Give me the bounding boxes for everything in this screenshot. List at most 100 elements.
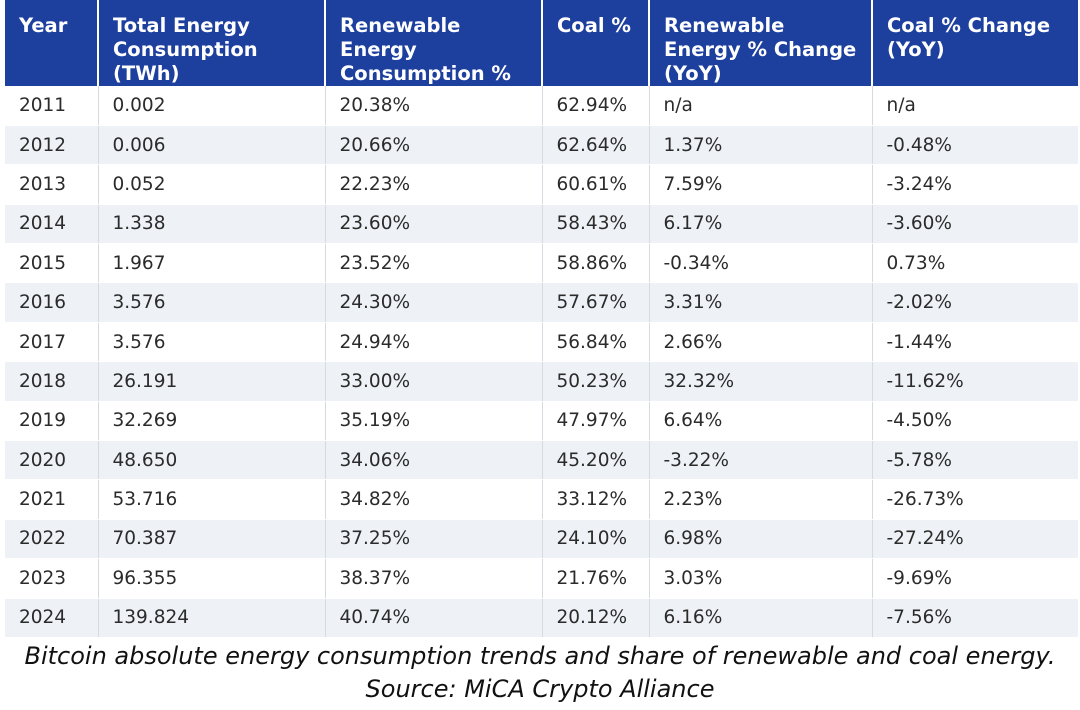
table-cell: 2015 [5, 243, 99, 284]
table-cell: 2020 [5, 440, 99, 481]
table-row: 2012 0.006 20.66% 62.64% 1.37% -0.48% [5, 125, 1078, 166]
table-cell: 7.59% [649, 164, 873, 205]
table-cell: 6.64% [649, 401, 873, 442]
table-row: 2016 3.576 24.30% 57.67% 3.31% -2.02% [5, 282, 1078, 323]
table-cell: 3.576 [98, 322, 326, 363]
table-cell: 2011 [5, 86, 99, 126]
table-row: 2011 0.002 20.38% 62.94% n/a n/a [5, 86, 1078, 126]
table-row: 2017 3.576 24.94% 56.84% 2.66% -1.44% [5, 322, 1078, 363]
table-cell: 34.82% [325, 479, 543, 520]
table-body: 2011 0.002 20.38% 62.94% n/a n/a 2012 0.006 20.6… [5, 86, 1078, 638]
table-cell: 2023 [5, 558, 99, 599]
table-cell: -1.44% [872, 322, 1078, 363]
table-cell: 0.73% [872, 243, 1078, 284]
caption-line-1: Bitcoin absolute energy consumption tren… [24, 642, 1056, 670]
column-header: Renewable Energy % Change (YoY) [649, 0, 873, 86]
table-cell: 2016 [5, 282, 99, 323]
table-cell: 62.94% [542, 86, 650, 126]
table-row: 2018 26.191 33.00% 50.23% 32.32% -11.62% [5, 361, 1078, 402]
figure-caption: Bitcoin absolute energy consumption tren… [0, 640, 1080, 706]
table-cell: 23.52% [325, 243, 543, 284]
table-cell: 58.43% [542, 204, 650, 245]
table-cell: n/a [872, 86, 1078, 126]
column-header: Coal % Change (YoY) [872, 0, 1078, 86]
table-cell: -11.62% [872, 361, 1078, 402]
table-cell: 3.03% [649, 558, 873, 599]
table-cell: 47.97% [542, 401, 650, 442]
table-cell: 20.38% [325, 86, 543, 126]
table-row: 2013 0.052 22.23% 60.61% 7.59% -3.24% [5, 164, 1078, 205]
table-cell: 26.191 [98, 361, 326, 402]
table-cell: 37.25% [325, 519, 543, 560]
column-header: Coal % [542, 0, 650, 86]
table-cell: -0.48% [872, 125, 1078, 166]
table-cell: 0.006 [98, 125, 326, 166]
table-cell: 1.338 [98, 204, 326, 245]
table-cell: 62.64% [542, 125, 650, 166]
column-header: Renewable Energy Consumption % [325, 0, 543, 86]
table-cell: 58.86% [542, 243, 650, 284]
table-cell: -3.24% [872, 164, 1078, 205]
table-cell: 0.002 [98, 86, 326, 126]
table-row: 2022 70.387 37.25% 24.10% 6.98% -27.24% [5, 519, 1078, 560]
table-cell: 45.20% [542, 440, 650, 481]
table-cell: 2012 [5, 125, 99, 166]
table-cell: 35.19% [325, 401, 543, 442]
table-cell: 6.17% [649, 204, 873, 245]
table-cell: 23.60% [325, 204, 543, 245]
table-cell: 2022 [5, 519, 99, 560]
table-cell: 0.052 [98, 164, 326, 205]
table-cell: 2.23% [649, 479, 873, 520]
table-cell: 38.37% [325, 558, 543, 599]
table-cell: 2.66% [649, 322, 873, 363]
table-cell: 1.37% [649, 125, 873, 166]
table-cell: 6.98% [649, 519, 873, 560]
table-cell: 96.355 [98, 558, 326, 599]
table-cell: 139.824 [98, 598, 326, 638]
table-cell: 20.12% [542, 598, 650, 638]
table-cell: -27.24% [872, 519, 1078, 560]
table-cell: -4.50% [872, 401, 1078, 442]
table-cell: 3.31% [649, 282, 873, 323]
table-cell: 20.66% [325, 125, 543, 166]
column-header: Year [5, 0, 99, 86]
table-cell: 2021 [5, 479, 99, 520]
table-cell: -26.73% [872, 479, 1078, 520]
energy-table-container: Year Total Energy Consumption (TWh) Renewa… [5, 0, 1078, 638]
table-cell: 33.12% [542, 479, 650, 520]
table-cell: 32.32% [649, 361, 873, 402]
table-cell: 48.650 [98, 440, 326, 481]
table-cell: 32.269 [98, 401, 326, 442]
header-row: Year Total Energy Consumption (TWh) Renewa… [5, 0, 1078, 86]
table-cell: 2018 [5, 361, 99, 402]
table-cell: -2.02% [872, 282, 1078, 323]
table-row: 2019 32.269 35.19% 47.97% 6.64% -4.50% [5, 401, 1078, 442]
table-cell: 40.74% [325, 598, 543, 638]
table-cell: 6.16% [649, 598, 873, 638]
table-cell: 21.76% [542, 558, 650, 599]
table-row: 2014 1.338 23.60% 58.43% 6.17% -3.60% [5, 204, 1078, 245]
table-cell: 22.23% [325, 164, 543, 205]
table-row: 2020 48.650 34.06% 45.20% -3.22% -5.78% [5, 440, 1078, 481]
table-row: 2021 53.716 34.82% 33.12% 2.23% -26.73% [5, 479, 1078, 520]
table-cell: 56.84% [542, 322, 650, 363]
energy-table: Year Total Energy Consumption (TWh) Renewa… [5, 0, 1078, 638]
table-row: 2023 96.355 38.37% 21.76% 3.03% -9.69% [5, 558, 1078, 599]
table-cell: -9.69% [872, 558, 1078, 599]
table-cell: -3.60% [872, 204, 1078, 245]
table-cell: 3.576 [98, 282, 326, 323]
table-cell: 2024 [5, 598, 99, 638]
table-cell: 34.06% [325, 440, 543, 481]
table-cell: 60.61% [542, 164, 650, 205]
table-cell: 57.67% [542, 282, 650, 323]
table-cell: n/a [649, 86, 873, 126]
table-cell: 50.23% [542, 361, 650, 402]
table-cell: 24.10% [542, 519, 650, 560]
caption-source: Source: MiCA Crypto Alliance [365, 675, 715, 703]
table-cell: 24.94% [325, 322, 543, 363]
table-row: 2024 139.824 40.74% 20.12% 6.16% -7.56% [5, 598, 1078, 638]
column-header: Total Energy Consumption (TWh) [98, 0, 326, 86]
table-cell: 2014 [5, 204, 99, 245]
table-cell: 2013 [5, 164, 99, 205]
table-cell: 33.00% [325, 361, 543, 402]
